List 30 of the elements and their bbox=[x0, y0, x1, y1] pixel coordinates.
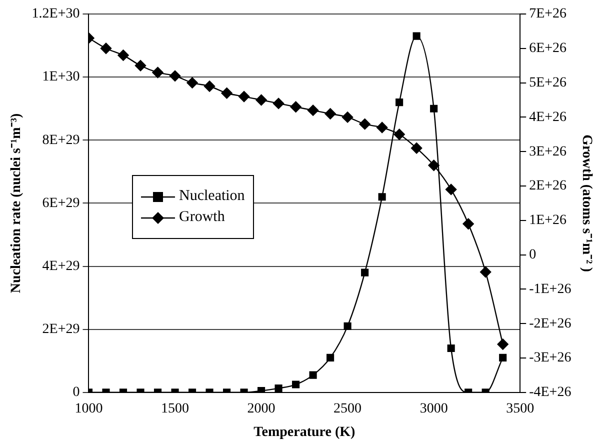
y-tick-label: 1.2E+30 bbox=[32, 6, 80, 22]
x-tick-label: 3000 bbox=[420, 401, 448, 416]
y-tick-label: 4E+29 bbox=[42, 258, 80, 274]
legend-label: Growth bbox=[179, 209, 225, 225]
y2-tick-label: -4E+26 bbox=[529, 385, 572, 400]
x-tick-label: 2500 bbox=[334, 401, 362, 416]
x-tick-label: 2000 bbox=[247, 401, 276, 416]
x-tick-label: 1500 bbox=[161, 401, 190, 416]
y2-tick-label: -3E+26 bbox=[529, 350, 572, 366]
y2-tick-label: 5E+26 bbox=[529, 75, 567, 90]
legend-label: Nucleation bbox=[179, 188, 245, 204]
y-tick-label: 1E+30 bbox=[42, 70, 80, 85]
y2-tick-label: 6E+26 bbox=[529, 41, 567, 56]
y-tick-label: 8E+29 bbox=[42, 132, 80, 148]
x-axis-title: Temperature (K) bbox=[254, 425, 356, 440]
x-tick-label: 1000 bbox=[74, 401, 103, 416]
x-tick-label: 3500 bbox=[506, 401, 534, 416]
y2-tick-label: 1E+26 bbox=[529, 213, 567, 228]
y2-tick-label: -1E+26 bbox=[529, 282, 572, 297]
y2-tick-label: 4E+26 bbox=[529, 110, 567, 125]
y-tick-label: 6E+29 bbox=[42, 196, 80, 211]
y2-tick-label: 7E+26 bbox=[529, 6, 567, 22]
y2-tick-label: 3E+26 bbox=[529, 144, 567, 160]
y2-tick-label: 2E+26 bbox=[529, 178, 567, 194]
y2-tick-label: 0 bbox=[529, 247, 536, 262]
y-axis-title: Nucleation rate (nuclei s⁻¹m⁻³) bbox=[9, 112, 24, 294]
y-tick-label: 2E+29 bbox=[42, 322, 80, 338]
y-tick-label: 0 bbox=[72, 385, 80, 400]
y2-tick-label: -2E+26 bbox=[529, 316, 572, 332]
y2-axis-title: Growth (atoms s⁻¹m⁻² ) bbox=[578, 134, 594, 272]
